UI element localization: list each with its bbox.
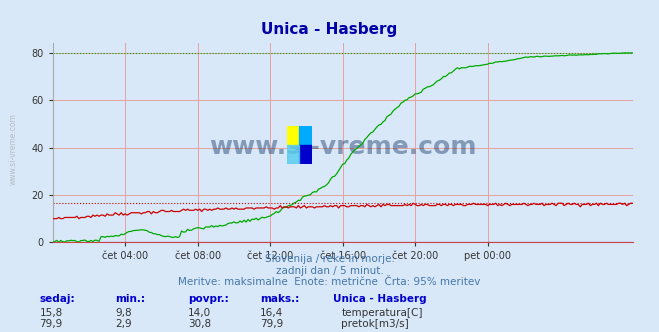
Text: 14,0: 14,0 (188, 308, 211, 318)
Text: min.:: min.: (115, 294, 146, 304)
Text: 15,8: 15,8 (40, 308, 63, 318)
Text: Unica - Hasberg: Unica - Hasberg (333, 294, 426, 304)
Text: sedaj:: sedaj: (40, 294, 75, 304)
Text: 9,8: 9,8 (115, 308, 132, 318)
Text: povpr.:: povpr.: (188, 294, 229, 304)
Text: Slovenija / reke in morje.: Slovenija / reke in morje. (264, 254, 395, 264)
Text: temperatura[C]: temperatura[C] (341, 308, 423, 318)
Bar (287, 126, 299, 145)
Text: 79,9: 79,9 (40, 319, 63, 329)
Text: pretok[m3/s]: pretok[m3/s] (341, 319, 409, 329)
Text: www.si-vreme.com: www.si-vreme.com (209, 135, 476, 159)
Bar (299, 126, 312, 145)
Text: www.si-vreme.com: www.si-vreme.com (9, 114, 18, 185)
Text: 79,9: 79,9 (260, 319, 283, 329)
Text: 30,8: 30,8 (188, 319, 211, 329)
Bar (299, 145, 312, 164)
Text: 2,9: 2,9 (115, 319, 132, 329)
Bar (287, 145, 299, 164)
Text: Unica - Hasberg: Unica - Hasberg (262, 22, 397, 37)
Text: Meritve: maksimalne  Enote: metrične  Črta: 95% meritev: Meritve: maksimalne Enote: metrične Črta… (179, 277, 480, 287)
Text: maks.:: maks.: (260, 294, 300, 304)
Text: 16,4: 16,4 (260, 308, 283, 318)
Text: zadnji dan / 5 minut.: zadnji dan / 5 minut. (275, 266, 384, 276)
